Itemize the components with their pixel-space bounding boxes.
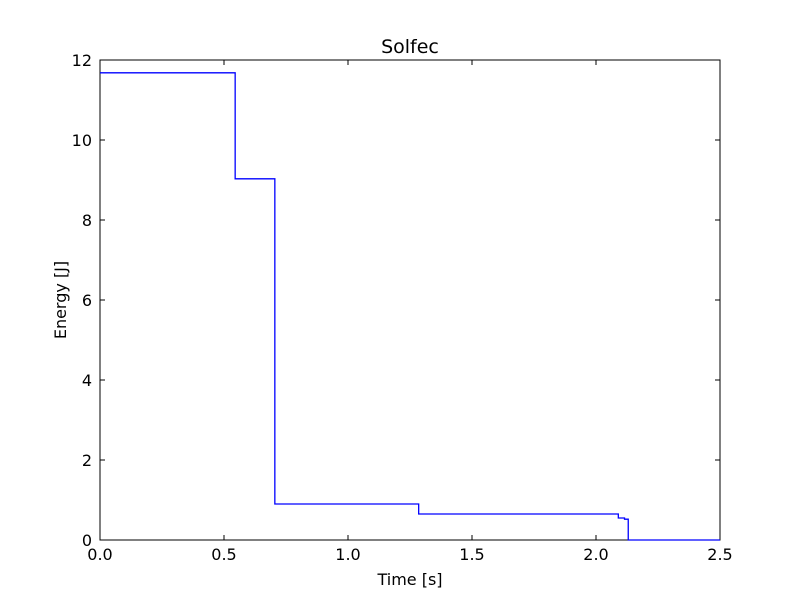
- y-tick-label: 2: [82, 451, 92, 470]
- x-axis-ticks: 0.0 0.5 1.0 1.5 2.0 2.5: [87, 60, 733, 564]
- x-tick-label: 1.0: [335, 545, 360, 564]
- y-tick-label: 0: [82, 531, 92, 550]
- chart-title: Solfec: [381, 36, 439, 58]
- plot-frame: [99, 59, 721, 541]
- y-tick-label: 6: [82, 291, 92, 310]
- x-tick-label: 2.0: [583, 545, 608, 564]
- y-axis-label: Energy [J]: [51, 261, 70, 339]
- y-tick-label: 4: [82, 371, 92, 390]
- y-tick-label: 8: [82, 211, 92, 230]
- plot-border: [99, 59, 721, 541]
- y-tick-label: 12: [72, 51, 92, 70]
- y-tick-label: 10: [72, 131, 92, 150]
- y-axis-ticks: 0 2 4 6 8 10 12: [72, 51, 720, 550]
- energy-series-line: [100, 72, 720, 541]
- x-tick-label: 0.5: [211, 545, 236, 564]
- x-axis-label: Time [s]: [376, 570, 442, 589]
- series-layer: [100, 72, 720, 541]
- x-tick-label: 1.5: [459, 545, 484, 564]
- x-tick-label: 2.5: [707, 545, 732, 564]
- x-tick-label: 0.0: [87, 545, 112, 564]
